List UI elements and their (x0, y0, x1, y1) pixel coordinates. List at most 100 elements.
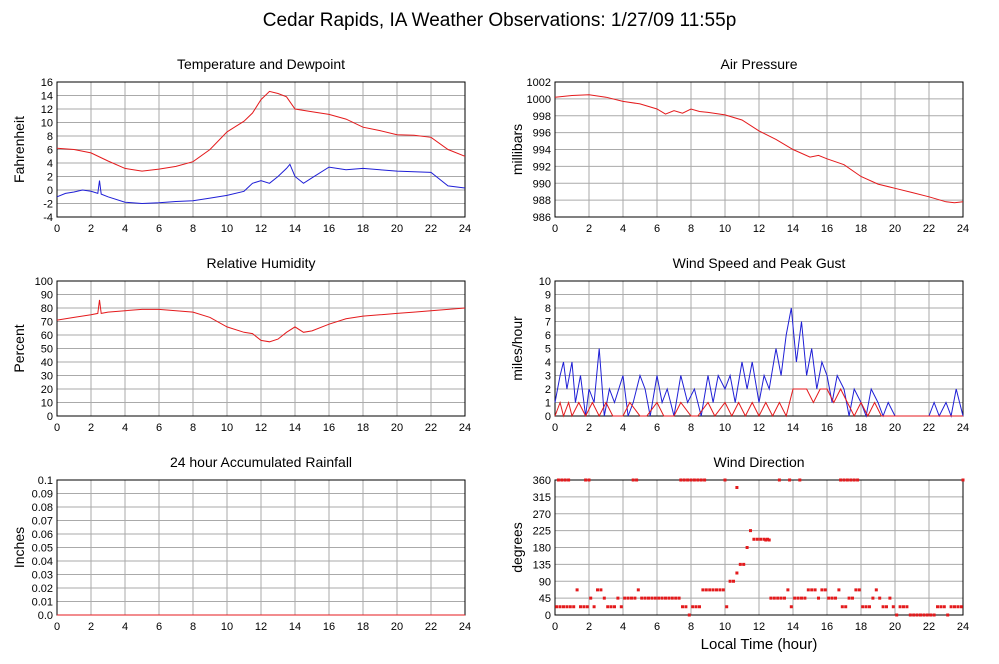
x-tick-label: 2 (88, 422, 94, 434)
x-tick-label: 2 (88, 223, 94, 235)
data-point (633, 596, 637, 600)
data-point (587, 478, 591, 482)
y-tick-label: 180 (533, 543, 551, 555)
data-point (766, 537, 769, 541)
data-point (842, 478, 846, 482)
y-axis-label: Inches (11, 527, 27, 568)
data-point (803, 596, 807, 600)
data-point (752, 537, 756, 541)
y-tick-label: 20 (41, 384, 53, 396)
x-tick-label: 6 (654, 422, 660, 434)
y-tick-label: 2 (47, 172, 53, 184)
data-point (585, 605, 589, 609)
x-tick-label: 20 (391, 223, 403, 235)
data-point (558, 605, 562, 609)
data-point (762, 537, 766, 541)
data-point (902, 605, 905, 609)
x-tick-label: 16 (323, 223, 335, 235)
data-point (679, 478, 683, 482)
y-tick-label: 90 (41, 290, 53, 302)
data-point (817, 596, 820, 600)
x-tick-label: 4 (122, 223, 128, 235)
y-tick-label: 0.05 (32, 543, 53, 555)
data-point (854, 588, 858, 592)
data-point (556, 478, 560, 482)
x-tick-label: 20 (889, 621, 901, 633)
y-tick-label: 1000 (527, 94, 551, 106)
x-tick-label: 16 (821, 621, 833, 633)
data-point (837, 588, 841, 592)
data-point (630, 596, 633, 600)
plot-frame (56, 280, 466, 417)
data-point (925, 613, 929, 617)
data-point (735, 571, 739, 575)
data-point (694, 605, 698, 609)
y-axis-label: Fahrenheit (11, 116, 27, 183)
y-tick-label: 1 (545, 398, 551, 410)
x-tick-label: 20 (391, 621, 403, 633)
y-tick-label: 0.07 (32, 516, 53, 528)
data-point (881, 605, 885, 609)
x-tick-label: 6 (654, 223, 660, 235)
data-point (572, 605, 576, 609)
data-point (732, 579, 735, 583)
data-point (834, 596, 837, 600)
data-point (735, 486, 739, 489)
series-line (56, 90, 466, 172)
data-point (776, 596, 780, 600)
data-point (779, 596, 783, 600)
data-point (772, 596, 776, 600)
y-tick-label: 10 (41, 398, 53, 410)
data-point (738, 562, 742, 566)
data-point (599, 588, 603, 592)
data-point (786, 588, 790, 592)
data-point (670, 596, 674, 600)
y-tick-label: 6 (545, 330, 551, 342)
data-point (619, 605, 623, 609)
data-point (555, 605, 559, 609)
data-point (874, 588, 878, 592)
y-tick-label: 998 (533, 111, 551, 123)
y-tick-label: 3 (545, 371, 551, 383)
x-tick-label: 8 (688, 422, 694, 434)
y-tick-label: 50 (41, 344, 53, 356)
series-line (554, 307, 964, 418)
data-point (783, 596, 786, 600)
x-tick-label: 4 (620, 621, 626, 633)
y-tick-label: 0.02 (32, 583, 53, 595)
x-tick-label: 18 (357, 621, 369, 633)
x-tick-label: 16 (821, 422, 833, 434)
plot-frame (554, 81, 964, 218)
data-point (789, 605, 793, 609)
x-tick-label: 22 (425, 422, 437, 434)
data-point (749, 529, 752, 533)
data-point (602, 596, 606, 600)
data-point (715, 588, 718, 592)
data-point (806, 588, 810, 592)
y-tick-label: 988 (533, 195, 551, 207)
data-point (939, 605, 943, 609)
y-tick-label: 0 (47, 411, 53, 423)
y-tick-label: 16 (41, 77, 53, 89)
y-tick-label: 0.03 (32, 570, 53, 582)
x-tick-label: 10 (719, 621, 731, 633)
data-point (711, 588, 715, 592)
x-tick-label: 12 (255, 422, 267, 434)
x-tick-label: 20 (889, 422, 901, 434)
x-tick-label: 12 (753, 223, 765, 235)
x-tick-label: 18 (855, 223, 867, 235)
y-tick-label: -4 (43, 212, 53, 224)
x-tick-label: 8 (190, 223, 196, 235)
data-point (844, 605, 848, 609)
data-point (657, 596, 661, 600)
data-point (592, 605, 596, 609)
data-point (613, 605, 616, 609)
x-tick-label: 20 (889, 223, 901, 235)
x-tick-label: 6 (156, 223, 162, 235)
data-point (764, 538, 768, 542)
panel-title: Temperature and Dewpoint (177, 56, 345, 72)
y-tick-label: 10 (41, 118, 53, 130)
x-tick-label: 12 (255, 621, 267, 633)
y-tick-label: 0 (545, 610, 551, 622)
x-tick-label: 2 (586, 223, 592, 235)
